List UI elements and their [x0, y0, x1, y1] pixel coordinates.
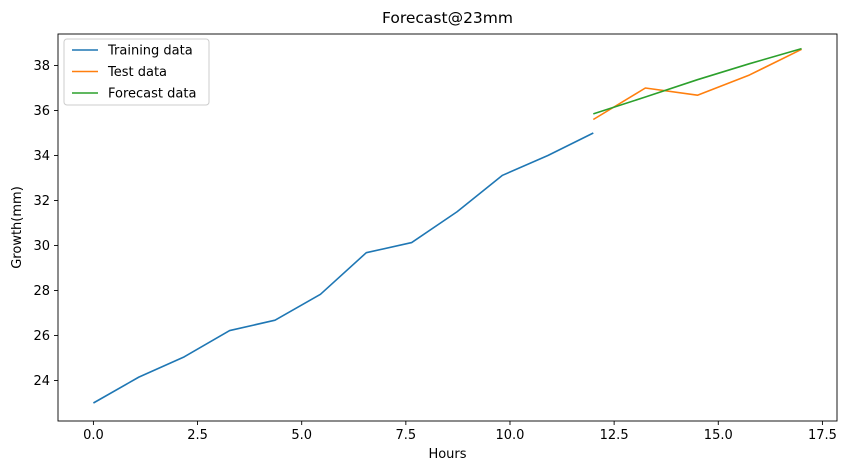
x-tick-label: 17.5 [808, 428, 837, 443]
y-axis-label: Growth(mm) [10, 186, 25, 269]
series-layer [93, 47, 802, 404]
axes-layer: 0.0 2.5 5.0 7.5 10.0 12.5 15.0 17.5 24 26 28 30 32 34… [33, 33, 838, 443]
y-tick-label: 38 [33, 59, 50, 74]
series-line-2 [592, 48, 802, 121]
y-tick-label: 30 [33, 239, 50, 254]
y-tick-label: 36 [33, 104, 50, 119]
chart-title: Forecast@23mm [382, 9, 513, 27]
legend-label-2: Test data [107, 65, 167, 80]
y-tick-label: 28 [33, 284, 50, 299]
x-tick-label: 10.0 [496, 428, 525, 443]
plot-frame [57, 33, 838, 422]
y-tick-label: 24 [33, 374, 50, 389]
legend-box [63, 38, 210, 106]
y-tick-label: 26 [33, 329, 50, 344]
x-tick-label: 15.0 [704, 428, 733, 443]
y-tick-label: 32 [33, 194, 50, 209]
x-axis-label: Hours [428, 447, 466, 462]
x-tick-label: 2.5 [187, 428, 208, 443]
x-tick-label: 5.0 [291, 428, 312, 443]
x-tick-label: 12.5 [600, 428, 629, 443]
series-line-3 [593, 47, 802, 115]
legend-label-1: Training data [107, 44, 193, 59]
x-tick-label: 0.0 [83, 428, 104, 443]
legend: Training data Test data Forecast data [63, 38, 210, 106]
x-tick-label: 7.5 [395, 428, 416, 443]
series-line-1 [93, 132, 594, 404]
y-tick-label: 34 [33, 149, 50, 164]
legend-label-3: Forecast data [108, 87, 196, 102]
